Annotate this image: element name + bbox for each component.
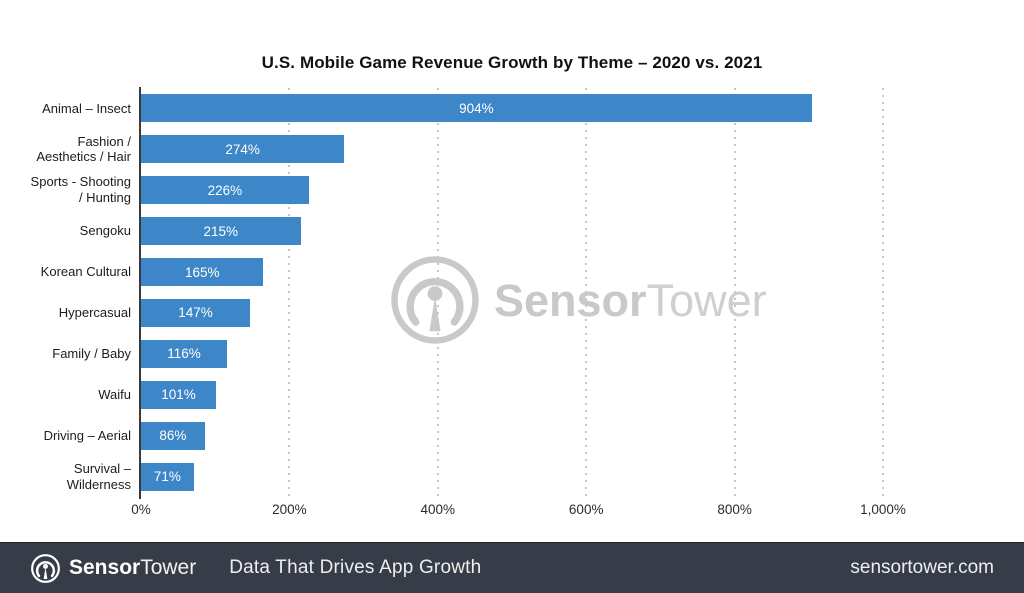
category-label: Survival – Wilderness	[66, 460, 131, 492]
footer-tower: Tower	[140, 556, 197, 579]
footer-wordmark: SensorTower	[69, 556, 196, 580]
bar-value-label: 165%	[184, 264, 220, 280]
footer-tagline: Data That Drives App Growth	[229, 557, 482, 578]
bar: 147%	[141, 298, 251, 327]
chart-title: U.S. Mobile Game Revenue Growth by Theme…	[261, 53, 763, 72]
category-label: Animal – Insect	[42, 100, 131, 116]
bar: 215%	[141, 217, 301, 246]
footer-sensor: Sensor	[69, 556, 141, 579]
bar: 71%	[141, 462, 194, 491]
category-label: Waifu	[98, 386, 131, 402]
bar-row: 904%	[141, 88, 883, 129]
bar-value-label: 86%	[159, 428, 187, 444]
bar: 274%	[141, 135, 345, 164]
gridline	[882, 88, 884, 497]
bar-row: 101%	[141, 374, 883, 415]
bar-value-label: 226%	[207, 182, 243, 198]
x-tick-label: 0%	[131, 502, 151, 517]
category-label: Fashion / Aesthetics / Hair	[36, 133, 131, 165]
bar-rows: 904% 274% 226% 215% 165% 147% 116% 101% 86% 71%	[141, 88, 883, 497]
category-label: Driving – Aerial	[43, 427, 131, 443]
bar-value-label: 116%	[167, 346, 201, 362]
bar-row: 274%	[141, 129, 883, 170]
sensortower-footer-logo-icon	[30, 553, 61, 584]
footer-website: sensortower.com	[850, 557, 994, 578]
gridline	[288, 88, 291, 497]
y-axis-line	[139, 87, 141, 499]
bar-value-label: 274%	[225, 141, 260, 157]
gridline	[585, 88, 588, 497]
category-label: Hypercasual	[58, 305, 131, 321]
bar-row: 86%	[141, 415, 883, 456]
bar-row: 116%	[141, 333, 883, 374]
footer-bar: SensorTower Data That Drives App Growth …	[0, 542, 1024, 593]
gridline	[733, 88, 736, 497]
bar: 165%	[141, 258, 264, 287]
x-tick-label: 400%	[420, 502, 456, 517]
bar-value-label: 71%	[153, 469, 181, 485]
category-label: Sengoku	[79, 223, 131, 239]
x-tick-label: 200%	[272, 502, 307, 517]
bar: 116%	[141, 339, 228, 368]
category-label: Korean Cultural	[40, 264, 131, 280]
x-axis: 0% 200% 400% 600% 800% 1,000%	[131, 502, 906, 520]
category-label: Sports - Shooting / Hunting	[30, 174, 131, 206]
bar-value-label: 215%	[203, 223, 239, 239]
bar-value-label: 101%	[161, 387, 196, 403]
bar: 226%	[141, 176, 309, 205]
bar-row: 226%	[141, 170, 883, 211]
plot-area: 904% 274% 226% 215% 165% 147% 116% 101% 86% 71%	[141, 88, 884, 497]
x-tick-label: 600%	[568, 502, 604, 517]
bar-row: 165%	[141, 252, 883, 293]
category-labels: Animal – Insect Fashion / Aesthetics / Ha…	[0, 88, 131, 497]
bar: 101%	[141, 380, 216, 409]
bar-value-label: 147%	[178, 305, 213, 321]
x-tick-label: 1,000%	[860, 502, 906, 517]
bar-value-label: 904%	[459, 100, 494, 116]
x-tick-label: 800%	[717, 502, 752, 517]
bar: 904%	[141, 94, 812, 123]
bar-row: 71%	[141, 456, 883, 497]
category-label: Family / Baby	[52, 345, 131, 361]
bar: 86%	[141, 421, 205, 450]
footer-brand-group: SensorTower	[30, 553, 196, 584]
bar-row: 215%	[141, 211, 883, 252]
bar-row: 147%	[141, 293, 883, 334]
